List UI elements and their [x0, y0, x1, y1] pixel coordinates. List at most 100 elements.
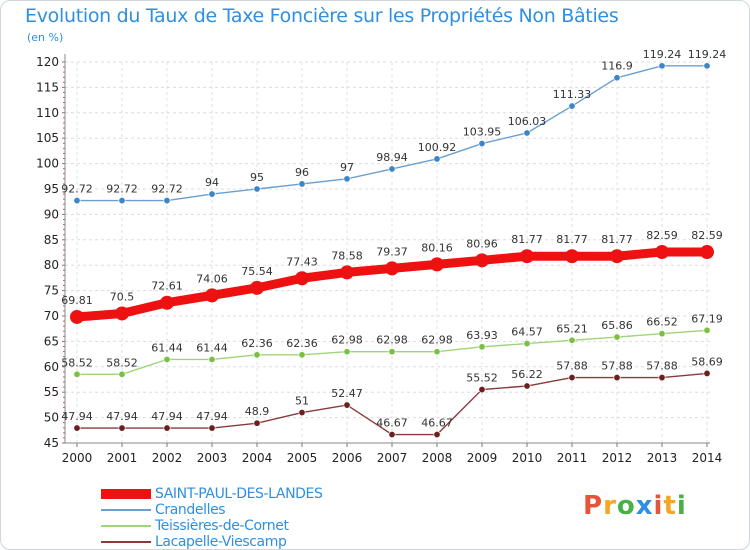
data-point [388, 431, 396, 439]
y-tick-label: 100 [36, 157, 59, 171]
data-label: 119.24 [688, 48, 727, 61]
data-label: 62.98 [421, 334, 453, 347]
data-point [703, 62, 711, 70]
data-label: 58.52 [61, 356, 93, 369]
data-label: 77.43 [286, 255, 318, 268]
data-point [163, 197, 171, 205]
legend-item-saint-paul: SAINT-PAUL-DES-LANDES [101, 486, 323, 502]
data-point [478, 386, 486, 394]
x-tick-label: 2005 [287, 451, 318, 465]
data-point [430, 257, 444, 272]
data-label: 62.36 [241, 337, 273, 350]
data-label: 106.03 [508, 115, 547, 128]
data-point [163, 424, 171, 432]
data-label: 72.61 [151, 280, 183, 293]
data-label: 100.92 [418, 141, 457, 154]
y-tick-label: 80 [44, 258, 59, 272]
y-tick-label: 60 [44, 360, 59, 374]
data-label: 97 [340, 161, 354, 174]
data-label: 80.16 [421, 241, 453, 254]
data-label: 94 [205, 176, 219, 189]
data-point [478, 343, 486, 351]
y-tick-label: 85 [44, 233, 59, 247]
data-label: 69.81 [61, 294, 93, 307]
y-tick-label: 120 [36, 55, 59, 69]
data-label: 66.52 [646, 316, 678, 329]
data-point [343, 401, 351, 409]
data-label: 81.77 [556, 233, 588, 246]
data-label: 57.88 [601, 360, 633, 373]
data-label: 95 [250, 171, 264, 184]
x-tick-label: 2013 [647, 451, 678, 465]
data-point [208, 424, 216, 432]
data-label: 65.21 [556, 322, 588, 335]
data-point [385, 261, 399, 276]
data-point [565, 249, 579, 264]
x-tick-label: 2009 [467, 451, 498, 465]
data-point [163, 355, 171, 363]
legend-label: SAINT-PAUL-DES-LANDES [155, 486, 323, 502]
data-point [253, 185, 261, 193]
y-tick-label: 50 [44, 411, 59, 425]
data-point [475, 253, 489, 268]
data-point [613, 333, 621, 341]
y-tick-label: 55 [44, 385, 59, 399]
data-label: 96 [295, 166, 309, 179]
y-tick-label: 110 [36, 106, 59, 120]
unit-label: (en %) [27, 31, 64, 44]
data-label: 79.37 [376, 245, 408, 258]
data-label: 46.67 [376, 417, 408, 430]
x-tick-label: 2008 [422, 451, 453, 465]
x-tick-label: 2003 [197, 451, 228, 465]
data-label: 81.77 [601, 233, 633, 246]
data-label: 55.52 [466, 372, 498, 385]
data-point [70, 309, 84, 324]
data-point [340, 265, 354, 280]
data-label: 48.9 [245, 405, 270, 418]
data-point [703, 326, 711, 334]
data-point [523, 382, 531, 390]
data-label: 81.77 [511, 233, 543, 246]
data-point [568, 102, 576, 110]
legend-label: Teissières-de-Cornet [155, 518, 289, 534]
legend-swatch [101, 541, 151, 543]
data-point [433, 431, 441, 439]
y-tick-label: 105 [36, 131, 59, 145]
data-point [118, 197, 126, 205]
data-point [295, 271, 309, 286]
legend-swatch [101, 509, 151, 511]
data-point [523, 340, 531, 348]
data-label: 64.57 [511, 326, 543, 339]
data-point [658, 330, 666, 338]
data-label: 46.67 [421, 417, 453, 430]
data-label: 78.58 [331, 249, 363, 262]
data-label: 92.72 [151, 183, 183, 196]
data-label: 98.94 [376, 151, 408, 164]
data-point [433, 348, 441, 356]
chart-title: Evolution du Taux de Taxe Foncière sur l… [25, 5, 619, 27]
data-point [700, 245, 714, 260]
data-label: 116.9 [601, 60, 633, 73]
data-label: 67.19 [691, 312, 723, 325]
data-point [703, 369, 711, 377]
data-label: 58.69 [691, 355, 723, 368]
legend-swatch [101, 489, 151, 499]
data-label: 62.98 [376, 334, 408, 347]
data-point [250, 280, 264, 295]
data-label: 61.44 [196, 341, 228, 354]
x-tick-label: 2006 [332, 451, 363, 465]
data-point [388, 165, 396, 173]
data-label: 62.98 [331, 334, 363, 347]
data-label: 74.06 [196, 272, 228, 285]
data-point [658, 62, 666, 70]
data-label: 47.94 [106, 410, 138, 423]
legend-label: Lacapelle-Viescamp [155, 534, 287, 550]
data-label: 47.94 [151, 410, 183, 423]
data-label: 65.86 [601, 319, 633, 332]
x-tick-label: 2002 [152, 451, 183, 465]
data-point [253, 351, 261, 359]
legend-item-teissieres: Teissières-de-Cornet [101, 518, 322, 534]
data-point [613, 74, 621, 82]
y-tick-label: 65 [44, 334, 59, 348]
x-tick-label: 2004 [242, 451, 273, 465]
